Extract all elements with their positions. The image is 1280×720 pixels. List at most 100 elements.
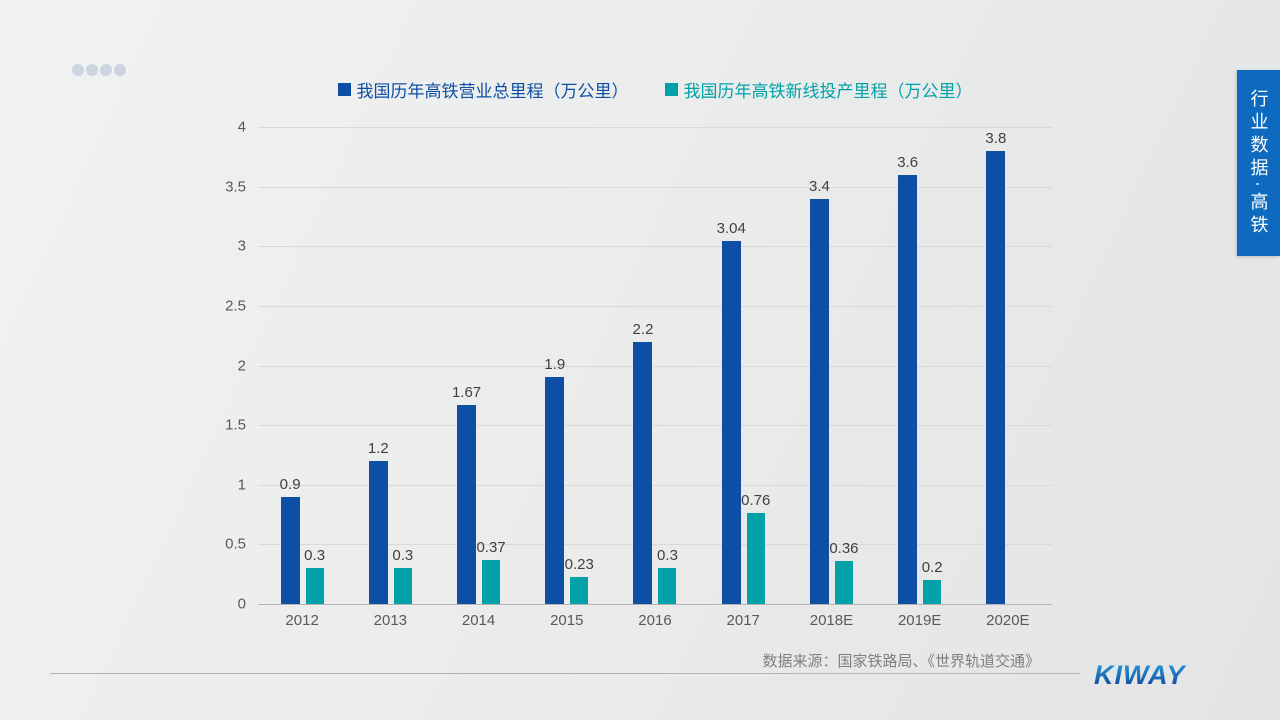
gridline: [258, 484, 1052, 486]
bar-value-label: 3.4: [808, 177, 830, 195]
y-tick-label: 1.5: [225, 416, 246, 434]
decor-dots: [72, 64, 126, 76]
x-tick-label: 2015: [550, 612, 584, 629]
chart-plot-area: 0.9 0.3 1.2 0.3 1.67 0.37 1.9 0.23 2.2 0.3 3.04 0.7…: [258, 127, 1052, 605]
bar-slot: 1.67: [452, 127, 481, 604]
y-tick-label: 0: [237, 595, 246, 613]
x-axis: 2012 2013 2014 2015 2016 2017 2018E 2019E 2020E: [258, 612, 1052, 629]
bar-value-label: 3.6: [897, 153, 919, 171]
bar-value-label: 3.8: [985, 129, 1007, 147]
bar-value-label: 0.3: [304, 547, 326, 565]
gridline: [258, 425, 1052, 427]
bar-value-label: 1.2: [367, 439, 389, 457]
bar-slot: 3.04: [717, 127, 746, 604]
kiway-logo-text: KIWAY: [1094, 660, 1187, 690]
x-tick-label: 2019E: [897, 612, 942, 629]
bar-value-label: 3.04: [716, 220, 746, 238]
legend-label-total: 我国历年高铁营业总里程（万公里）: [356, 82, 629, 101]
side-banner: 行业数据·高铁: [1237, 70, 1280, 256]
gridline: [258, 544, 1052, 546]
legend-item-new-lines: 我国历年高铁新线投产里程（万公里）: [664, 77, 973, 102]
bar-value-label: 0.2: [921, 559, 943, 577]
y-tick-label: 2: [237, 357, 246, 374]
bar-group-2017: 3.04 0.76: [699, 127, 787, 604]
side-banner-text: 行业数据·高铁: [1248, 88, 1269, 238]
y-tick-label: 3: [237, 237, 246, 255]
bar-group-2018E: 3.4 0.36: [787, 127, 875, 604]
bar-slot: 0.9: [279, 127, 301, 604]
gridline: [258, 305, 1052, 307]
bar-group-2015: 1.9 0.23: [523, 127, 611, 604]
y-tick-label: 0.5: [225, 535, 246, 553]
bar-new-2017: [746, 513, 765, 604]
bar-slot: 2.2: [632, 127, 654, 604]
bar-value-label: 0.76: [741, 492, 771, 510]
legend-item-total-mileage: 我国历年高铁营业总里程（万公里）: [337, 77, 629, 102]
bar-total-2020E: [986, 150, 1006, 604]
chart-legend: 我国历年高铁营业总里程（万公里） 我国历年高铁新线投产里程（万公里）: [258, 77, 1052, 102]
legend-label-new: 我国历年高铁新线投产里程（万公里）: [683, 82, 973, 101]
x-axis-line: [258, 604, 1052, 605]
legend-swatch-new-icon: [664, 83, 678, 96]
bar-slot: 1.2: [367, 127, 389, 604]
bar-total-2019E: [898, 174, 918, 604]
bar-new-2015: [570, 576, 589, 604]
bar-slot: 3.8: [985, 127, 1007, 604]
bar-new-2019E: [923, 580, 942, 604]
bar-value-label: 2.2: [632, 320, 654, 338]
bar-slot: 0.37: [476, 127, 506, 604]
x-tick-label: 2020E: [986, 612, 1030, 629]
bar-total-2017: [721, 241, 741, 604]
bar-value-label: 1.9: [544, 356, 566, 374]
y-tick-label: 2.5: [225, 297, 246, 315]
x-tick-label: 2014: [461, 612, 496, 629]
x-tick-label: 2017: [726, 612, 760, 629]
data-source-note: 数据来源：国家铁路局、《世界轨道交通》: [762, 653, 1040, 670]
bar-slot: 0.3: [392, 127, 414, 604]
bar-total-2016: [633, 341, 653, 604]
decor-dot: [72, 64, 84, 76]
bar-slot: 3.6: [897, 127, 919, 604]
y-axis: 4 3.5 3 2.5 2 1.5 1 0.5 0: [180, 119, 246, 613]
x-tick-label: 2013: [373, 612, 408, 629]
bar-value-label: 0.3: [657, 547, 678, 565]
decor-dot: [86, 64, 98, 76]
gridline: [258, 246, 1052, 248]
bar-value-label: 0.3: [392, 547, 414, 565]
bar-group-2016: 2.2 0.3: [611, 127, 699, 604]
bar-group-2019E: 3.6 0.2: [876, 127, 964, 604]
bar-slot: 0.23: [565, 127, 594, 604]
bar-group-2020E: 3.8: [964, 127, 1052, 604]
bar-new-2014: [482, 559, 501, 604]
bar-total-2013: [368, 460, 388, 604]
gridline: [258, 365, 1052, 367]
x-tick-label: 2018E: [809, 612, 854, 629]
decor-dot: [114, 64, 126, 76]
bar-value-label: 0.9: [279, 475, 301, 493]
legend-swatch-total-icon: [337, 83, 351, 96]
bar-slot: [1011, 127, 1029, 604]
gridlines: [258, 127, 1052, 605]
bar-new-2013: [393, 568, 412, 604]
bar-new-2016: [658, 568, 677, 604]
bar-slot: 1.9: [544, 127, 566, 604]
bar-group-2013: 1.2 0.3: [346, 127, 434, 604]
bar-group-2012: 0.9 0.3: [258, 127, 346, 604]
decor-dot: [100, 64, 112, 76]
footer-divider: [50, 673, 1080, 674]
bar-new-2018E: [834, 561, 853, 604]
bar-slot: 0.36: [829, 127, 859, 604]
bar-slot: 0.3: [304, 127, 326, 604]
bar-total-2018E: [809, 198, 829, 604]
bar-total-2015: [545, 377, 565, 604]
bar-slot: 0.76: [741, 127, 770, 604]
kiway-logo: KIWAY: [1092, 657, 1202, 698]
bar-value-label: 0.37: [476, 538, 506, 556]
bar-total-2012: [280, 496, 300, 604]
bar-value-label: 0.23: [564, 555, 594, 573]
x-tick-label: 2012: [285, 612, 319, 629]
y-tick-label: 4: [237, 118, 246, 136]
bar-groups: 0.9 0.3 1.2 0.3 1.67 0.37 1.9 0.23 2.2 0.3 3.04 0.7…: [258, 127, 1052, 604]
gridline: [258, 186, 1052, 188]
